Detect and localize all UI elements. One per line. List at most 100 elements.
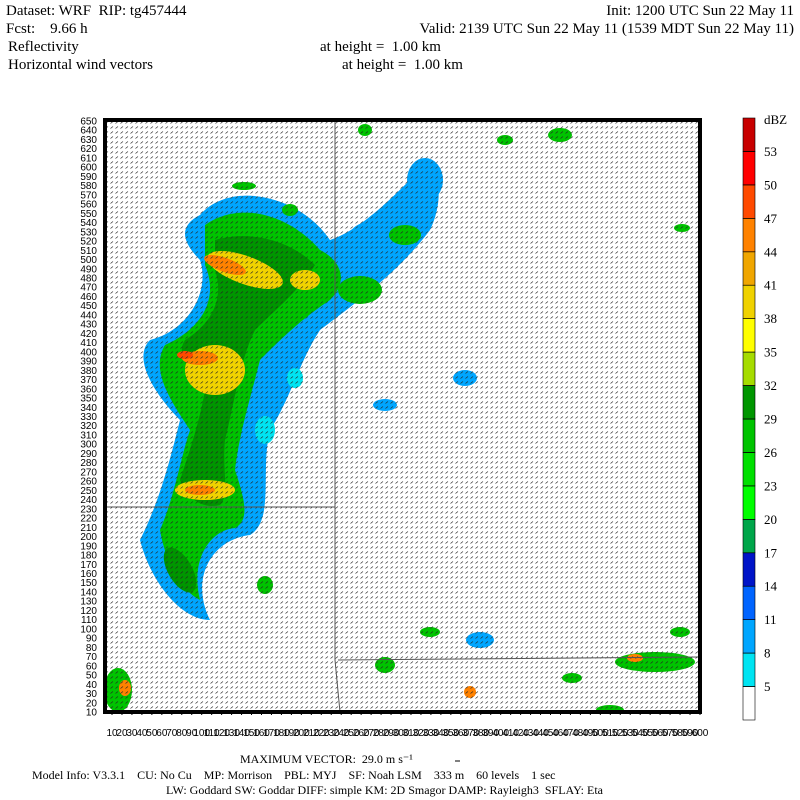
x-tick-label: 210 [303, 728, 320, 739]
colorbar-label: 23 [764, 478, 777, 493]
x-tick-label: 320 [413, 728, 430, 739]
colorbar-unit: dBZ [764, 112, 787, 127]
y-tick-label: 190 [80, 541, 97, 552]
max-vector: MAXIMUM VECTOR: 29.0 m s⁻¹ [240, 752, 413, 766]
x-tick-label: 470 [562, 728, 579, 739]
color-box [742, 619, 756, 654]
y-tick-label: 330 [80, 412, 97, 423]
x-tick-label: 90 [186, 728, 198, 739]
y-tick-label: 380 [80, 366, 97, 377]
y-tick-label: 210 [80, 523, 97, 534]
y-tick-label: 60 [86, 661, 98, 672]
x-tick-label: 130 [223, 728, 240, 739]
x-tick-label: 390 [482, 728, 499, 739]
x-tick-label: 340 [433, 728, 450, 739]
y-tick-label: 570 [80, 190, 97, 201]
x-tick-label: 20 [116, 728, 128, 739]
x-tick-label: 110 [204, 728, 220, 739]
y-tick-label: 610 [80, 153, 97, 164]
init-time: Init: 1200 UTC Sun 22 May 11 [606, 3, 794, 19]
y-tick-label: 420 [80, 329, 97, 340]
y-tick-label: 110 [81, 615, 97, 626]
x-tick-label: 70 [166, 728, 178, 739]
x-tick-label: 480 [572, 728, 589, 739]
x-tick-label: 550 [642, 728, 659, 739]
y-tick-label: 360 [80, 384, 97, 395]
y-tick-label: 150 [80, 578, 97, 589]
colorbar-label: 26 [764, 445, 778, 460]
x-tick-label: 600 [692, 728, 709, 739]
colorbar-label: 8 [764, 646, 771, 661]
colorbar-label: 41 [764, 278, 777, 293]
colorbar-label: 14 [764, 579, 778, 594]
x-tick-label: 170 [263, 728, 280, 739]
color-box [742, 385, 756, 420]
y-tick-label: 540 [80, 218, 97, 229]
colorbar-label: 50 [764, 177, 777, 192]
x-tick-label: 60 [156, 728, 168, 739]
x-tick-label: 370 [462, 728, 479, 739]
y-tick-label: 320 [80, 421, 97, 432]
y-tick-label: 470 [80, 283, 97, 294]
y-tick-label: 140 [80, 587, 97, 598]
y-tick-label: 550 [80, 209, 97, 220]
x-tick-label: 10 [106, 728, 118, 739]
x-tick-label: 180 [273, 728, 290, 739]
color-box [742, 652, 756, 687]
y-tick-label: 500 [80, 255, 97, 266]
y-tick-label: 400 [80, 347, 97, 358]
y-tick-label: 280 [80, 458, 97, 469]
y-tick-label: 440 [80, 310, 97, 321]
x-tick-label: 30 [126, 728, 138, 739]
x-tick-label: 250 [343, 728, 360, 739]
colorbar-label: 29 [764, 412, 777, 427]
y-tick-label: 490 [80, 264, 97, 275]
x-tick-label: 240 [333, 728, 350, 739]
colorbar: 5 8 11 14 17 20 23 26 29 32 35 38 41 44 47 50 53 dBZ [742, 112, 787, 721]
y-tick-label: 90 [86, 634, 98, 645]
y-tick-label: 390 [80, 357, 97, 368]
valid-time: Valid: 2139 UTC Sun 22 May 11 (1539 MDT … [420, 21, 794, 37]
x-tick-label: 410 [502, 728, 519, 739]
y-tick-label: 80 [86, 643, 98, 654]
x-tick-label: 300 [393, 728, 410, 739]
x-tick-label: 460 [552, 728, 569, 739]
x-tick-label: 350 [443, 728, 460, 739]
field-level: at height = 1.00 km [342, 57, 463, 73]
y-tick-label: 410 [80, 338, 97, 349]
color-box [742, 418, 756, 453]
y-tick-label: 560 [80, 200, 97, 211]
x-tick-label: 190 [283, 728, 300, 739]
y-tick-label: 240 [80, 495, 97, 506]
y-tick-label: 250 [80, 486, 97, 497]
x-tick-label: 400 [492, 728, 509, 739]
y-tick-label: 180 [80, 551, 97, 562]
x-tick-label: 270 [363, 728, 380, 739]
x-tick-label: 330 [423, 728, 440, 739]
y-tick-label: 220 [80, 514, 97, 525]
y-tick-label: 310 [80, 430, 97, 441]
color-box [742, 552, 756, 587]
boundary-line [337, 656, 700, 661]
x-tick-label: 260 [353, 728, 370, 739]
y-tick-label: 70 [86, 652, 98, 663]
model-info: Model Info: V3.3.1 CU: No Cu MP: Morriso… [32, 768, 555, 782]
dataset: Dataset: WRF RIP: tg457444 [6, 3, 187, 19]
y-tick-label: 120 [80, 606, 97, 617]
x-tick-label: 360 [452, 728, 469, 739]
color-box [742, 184, 756, 219]
color-box [742, 218, 756, 253]
y-tick-label: 30 [86, 689, 98, 700]
y-tick-label: 460 [80, 292, 97, 303]
colorbar-label: 47 [764, 211, 778, 226]
wind-vectors [105, 120, 700, 712]
y-tick-label: 450 [80, 301, 97, 312]
color-box [742, 686, 756, 721]
colorbar-label: 35 [764, 345, 777, 360]
y-tick-label: 340 [80, 403, 97, 414]
color-box [742, 585, 756, 620]
x-tick-label: 590 [682, 728, 699, 739]
x-tick-label: 530 [622, 728, 639, 739]
colorbar-label: 38 [764, 311, 777, 326]
